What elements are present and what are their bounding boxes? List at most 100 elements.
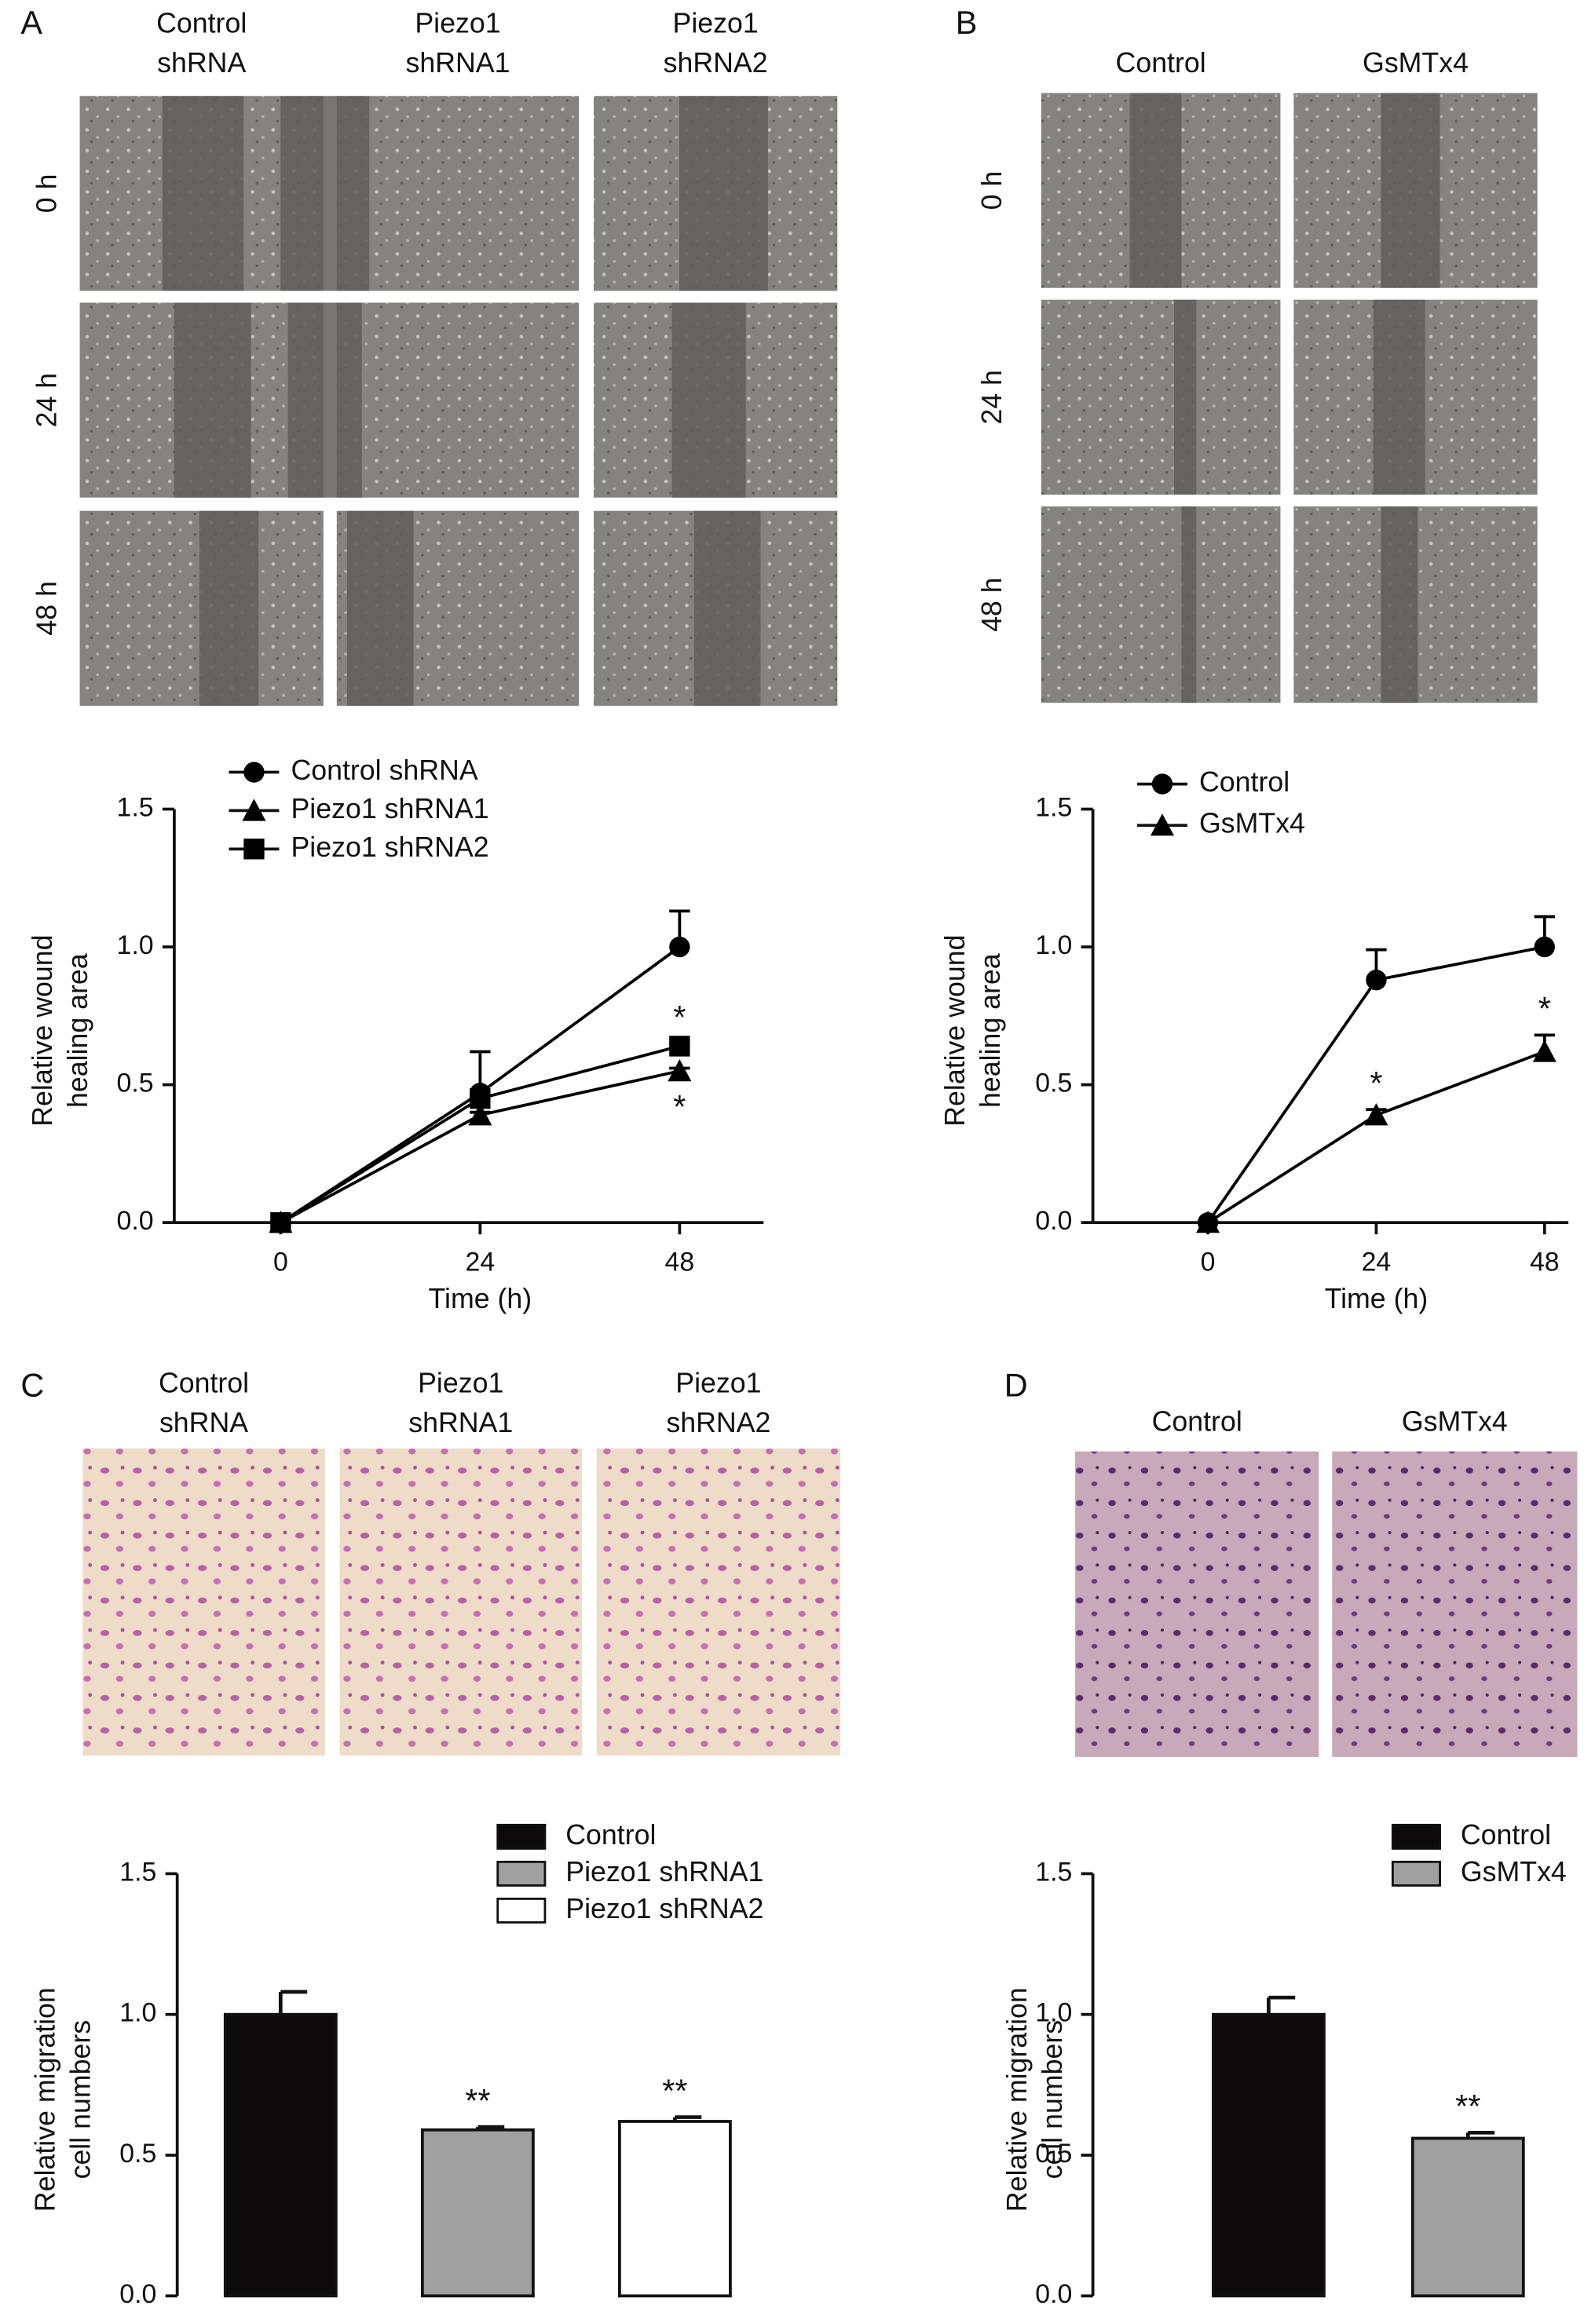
significance: * bbox=[1370, 1065, 1382, 1102]
column-label: shRNA bbox=[157, 47, 246, 79]
legend-label: Control bbox=[1199, 766, 1290, 798]
legend-swatch bbox=[496, 1897, 547, 1924]
legend-swatch bbox=[1391, 1823, 1441, 1850]
y-tick-label: 0.0 bbox=[117, 1206, 154, 1236]
column-label: Control bbox=[1152, 1405, 1242, 1437]
wound-gap bbox=[287, 302, 362, 498]
column-label: Control bbox=[159, 1367, 249, 1398]
wound-gap bbox=[1381, 93, 1440, 288]
marker bbox=[1364, 1103, 1388, 1126]
panel-label: D bbox=[1004, 1368, 1028, 1404]
column-label: GsMTx4 bbox=[1363, 47, 1469, 79]
wound-gap bbox=[174, 302, 251, 498]
column-label: Piezo1 bbox=[418, 1367, 503, 1398]
y-axis-label: Relative migration bbox=[1001, 1987, 1033, 2212]
marker bbox=[668, 1058, 692, 1082]
column-label: Piezo1 bbox=[673, 7, 759, 38]
significance: * bbox=[673, 1089, 686, 1125]
y-tick-label: 1.0 bbox=[1035, 1998, 1072, 2028]
wound-gap bbox=[679, 96, 768, 291]
x-tick-label: 48 bbox=[665, 1248, 695, 1277]
y-tick-label: 1.0 bbox=[1035, 930, 1072, 960]
significance: * bbox=[673, 999, 686, 1036]
y-tick-label: 1.0 bbox=[117, 930, 154, 960]
wound-gap bbox=[1381, 506, 1418, 703]
y-axis-label: healing area bbox=[975, 953, 1006, 1108]
x-axis-label: Time (h) bbox=[1325, 1283, 1429, 1314]
significance: ** bbox=[465, 2083, 490, 2119]
legend-swatch bbox=[496, 1860, 547, 1887]
micrographs bbox=[79, 93, 1578, 1757]
y-tick-label: 0.5 bbox=[1035, 2139, 1072, 2169]
x-tick-label: 0 bbox=[273, 1248, 288, 1277]
y-tick-label: 0.0 bbox=[1035, 2279, 1072, 2309]
x-tick-label: 24 bbox=[466, 1248, 496, 1277]
marker bbox=[1196, 1211, 1220, 1233]
error-bar bbox=[1267, 1995, 1296, 2015]
x-tick-label: 24 bbox=[1362, 1248, 1392, 1277]
bar bbox=[223, 2012, 338, 2298]
micrograph bbox=[336, 302, 580, 498]
wound-gap bbox=[1373, 299, 1425, 495]
column-label: shRNA1 bbox=[408, 1407, 513, 1438]
row-label: 48 h bbox=[976, 577, 1008, 632]
micrograph bbox=[336, 96, 580, 291]
micrograph bbox=[1041, 299, 1281, 495]
y-tick-label: 0.5 bbox=[117, 1069, 154, 1098]
column-label: Piezo1 bbox=[415, 7, 500, 38]
column-label: Control bbox=[1116, 47, 1206, 79]
marker bbox=[1532, 1040, 1557, 1062]
column-label: shRNA1 bbox=[405, 47, 510, 79]
y-axis-label: cell numbers bbox=[65, 2020, 97, 2180]
y-tick-label: 0.0 bbox=[1035, 1206, 1072, 1236]
column-label: shRNA bbox=[159, 1407, 248, 1438]
y-tick-label: 1.0 bbox=[119, 1998, 156, 2028]
marker bbox=[1534, 936, 1555, 958]
bar bbox=[420, 2128, 535, 2298]
significance: * bbox=[1538, 991, 1551, 1027]
y-axis-label: cell numbers bbox=[1037, 2020, 1068, 2180]
x-tick-label: 0 bbox=[1201, 1248, 1216, 1277]
wound-gap bbox=[1174, 299, 1197, 495]
legend-label: Control bbox=[1461, 1819, 1551, 1851]
panel-label: A bbox=[20, 5, 42, 41]
marker bbox=[669, 1036, 690, 1057]
legend-label: Piezo1 shRNA1 bbox=[565, 1856, 763, 1887]
legend-label: Piezo1 shRNA2 bbox=[291, 831, 488, 863]
legend-marker bbox=[242, 798, 266, 821]
y-axis-label: Relative wound bbox=[27, 935, 58, 1127]
wound-gap bbox=[693, 510, 761, 706]
micrograph bbox=[1075, 1451, 1319, 1757]
marker bbox=[1366, 970, 1387, 991]
micrograph bbox=[1332, 1451, 1578, 1757]
x-axis-label: Time (h) bbox=[429, 1283, 532, 1314]
column-label: GsMTx4 bbox=[1402, 1405, 1508, 1437]
legend-label: GsMTx4 bbox=[1199, 808, 1305, 839]
row-label: 24 h bbox=[31, 373, 62, 428]
significance: ** bbox=[1455, 2088, 1480, 2125]
y-axis-label: Relative migration bbox=[30, 1987, 61, 2212]
column-label: shRNA2 bbox=[664, 47, 768, 79]
legend-marker bbox=[243, 762, 265, 783]
column-label: Control bbox=[156, 7, 247, 38]
wound-gap bbox=[162, 96, 244, 291]
column-label: Piezo1 bbox=[675, 1367, 761, 1398]
wound-gap bbox=[671, 302, 746, 498]
y-tick-label: 0.5 bbox=[1035, 1069, 1072, 1098]
bar bbox=[618, 2120, 732, 2298]
panel-label: B bbox=[956, 5, 978, 41]
y-axis-label: healing area bbox=[62, 953, 93, 1108]
bar bbox=[1211, 2012, 1326, 2298]
wound-gap bbox=[1181, 506, 1197, 703]
marker bbox=[669, 936, 690, 958]
bar bbox=[1410, 2136, 1525, 2298]
legend-marker bbox=[1151, 773, 1173, 795]
wound-gap bbox=[280, 96, 370, 291]
row-label: 0 h bbox=[31, 174, 62, 214]
row-label: 0 h bbox=[976, 171, 1008, 210]
wound-gap bbox=[199, 510, 259, 706]
y-tick-label: 1.5 bbox=[119, 1857, 156, 1887]
row-label: 48 h bbox=[31, 581, 62, 636]
legend-swatch bbox=[1391, 1860, 1441, 1887]
